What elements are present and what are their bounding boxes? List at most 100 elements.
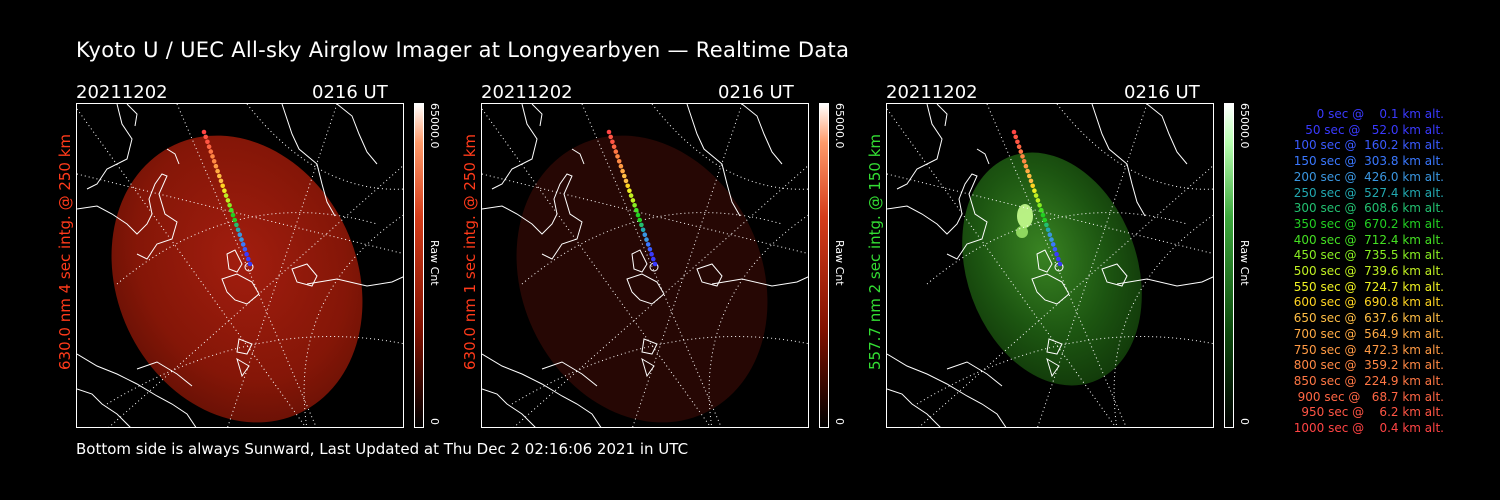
coastline <box>1046 357 1060 378</box>
trajectory-point <box>613 149 619 154</box>
trajectory-point <box>1047 232 1053 237</box>
legend-row: 250 sec @ 527.4 km alt. <box>1293 185 1444 200</box>
grid-line <box>108 165 403 427</box>
coastline <box>1116 276 1213 287</box>
panel3-cbar-min: 0 <box>1238 418 1251 425</box>
coastline <box>336 104 378 165</box>
legend-row: 950 sec @ 6.2 km alt. <box>1301 405 1444 420</box>
panel2-map <box>482 104 808 427</box>
legend-row: 50 sec @ 52.0 km alt. <box>1301 122 1444 137</box>
grid-line <box>511 336 808 405</box>
trajectory-point <box>635 212 641 218</box>
coastline <box>631 249 648 273</box>
coastline <box>226 249 243 273</box>
coastline <box>946 361 1003 387</box>
trajectory-point <box>1018 149 1024 154</box>
trajectory-point <box>225 198 231 203</box>
trajectory-point <box>1049 237 1054 242</box>
trajectory-point <box>1050 242 1056 247</box>
trajectory-point <box>237 232 243 237</box>
trajectory-point <box>218 178 224 184</box>
trajectory-point <box>1052 247 1058 252</box>
grid-line <box>176 104 317 427</box>
panel3-cbar-max: 65000.0 <box>1238 103 1251 149</box>
panel2-image <box>481 103 809 428</box>
trajectory-point <box>637 217 642 223</box>
legend-row: 750 sec @ 472.3 km alt. <box>1293 342 1444 357</box>
panel3-colorbar <box>1224 103 1234 428</box>
trajectory-point <box>1020 154 1025 159</box>
panel2-cbar-max: 65000.0 <box>833 103 846 149</box>
trajectory-point <box>213 163 219 169</box>
coastline <box>887 353 1007 427</box>
panel1-date: 20211202 <box>76 82 168 103</box>
panel2-colorbar <box>819 103 829 428</box>
coastline <box>711 276 808 287</box>
coastline <box>1091 104 1146 217</box>
trajectory-point <box>230 212 236 218</box>
coastline <box>641 338 658 355</box>
trajectory-point <box>201 129 207 135</box>
legend-row: 300 sec @ 608.6 km alt. <box>1293 201 1444 216</box>
panel1-colorbar <box>414 103 424 428</box>
coastline <box>126 104 138 127</box>
coastline <box>77 353 197 427</box>
coastline <box>482 388 536 427</box>
panel2-wavelength-label: 630.0 nm 1 sec intg. @ 250 km <box>461 133 479 370</box>
trajectory-point <box>1037 203 1042 208</box>
legend-row: 500 sec @ 739.6 km alt. <box>1293 264 1444 278</box>
trajectory-point <box>640 227 646 233</box>
grid-line <box>482 108 712 427</box>
grid-line <box>246 104 403 190</box>
coastline <box>136 361 193 387</box>
trajectory-point <box>610 139 615 145</box>
trajectory-point <box>1045 227 1051 233</box>
trajectory-point <box>649 251 654 257</box>
trajectory-point <box>242 247 248 252</box>
trajectory-point <box>1054 251 1059 257</box>
grid-line <box>513 165 808 427</box>
trajectory-point <box>1013 134 1018 140</box>
trajectory-point <box>623 178 629 184</box>
trajectory-point <box>618 163 624 169</box>
trajectory-point <box>625 183 630 189</box>
legend-row: 100 sec @ 160.2 km alt. <box>1293 138 1444 153</box>
coastline <box>86 104 133 190</box>
legend-row: 0 sec @ 0.1 km alt. <box>1309 107 1444 121</box>
panel1-image <box>76 103 404 428</box>
trajectory-point <box>642 232 648 237</box>
trajectory-point <box>1044 222 1049 228</box>
panel1-cbar-min: 0 <box>428 418 441 425</box>
trajectory-point <box>235 227 241 233</box>
trajectory-point <box>1027 173 1032 179</box>
trajectory-point <box>608 134 613 140</box>
coastline <box>626 273 665 305</box>
coastline <box>531 104 543 127</box>
coastline <box>482 173 583 260</box>
page-title: Kyoto U / UEC All-sky Airglow Imager at … <box>76 38 850 62</box>
trajectory-point <box>1057 261 1063 267</box>
coastline <box>306 276 403 287</box>
coastline <box>1031 273 1070 305</box>
coastline <box>221 273 260 305</box>
legend-row: 150 sec @ 303.8 km alt. <box>1293 154 1444 169</box>
panel1-map <box>77 104 403 427</box>
grid-line <box>651 104 808 190</box>
panel2-cbar-unit: Raw Cnt <box>833 240 846 286</box>
panel2-time: 0216 UT <box>718 82 794 103</box>
trajectory-point <box>215 168 220 174</box>
trajectory-point <box>227 203 232 208</box>
coastline <box>696 263 723 287</box>
trajectory-point <box>615 154 620 159</box>
coastline <box>1101 263 1128 287</box>
trajectory-point <box>232 217 237 223</box>
trajectory-point <box>1025 168 1030 174</box>
trajectory-point <box>246 256 251 262</box>
trajectory-point <box>205 139 210 145</box>
legend-row: 1000 sec @ 0.4 km alt. <box>1293 421 1444 435</box>
panel1-cbar-max: 65000.0 <box>428 103 441 149</box>
trajectory-point <box>239 237 244 242</box>
trajectory-point <box>220 183 225 189</box>
trajectory-point <box>639 222 644 228</box>
trajectory-point <box>240 242 246 247</box>
